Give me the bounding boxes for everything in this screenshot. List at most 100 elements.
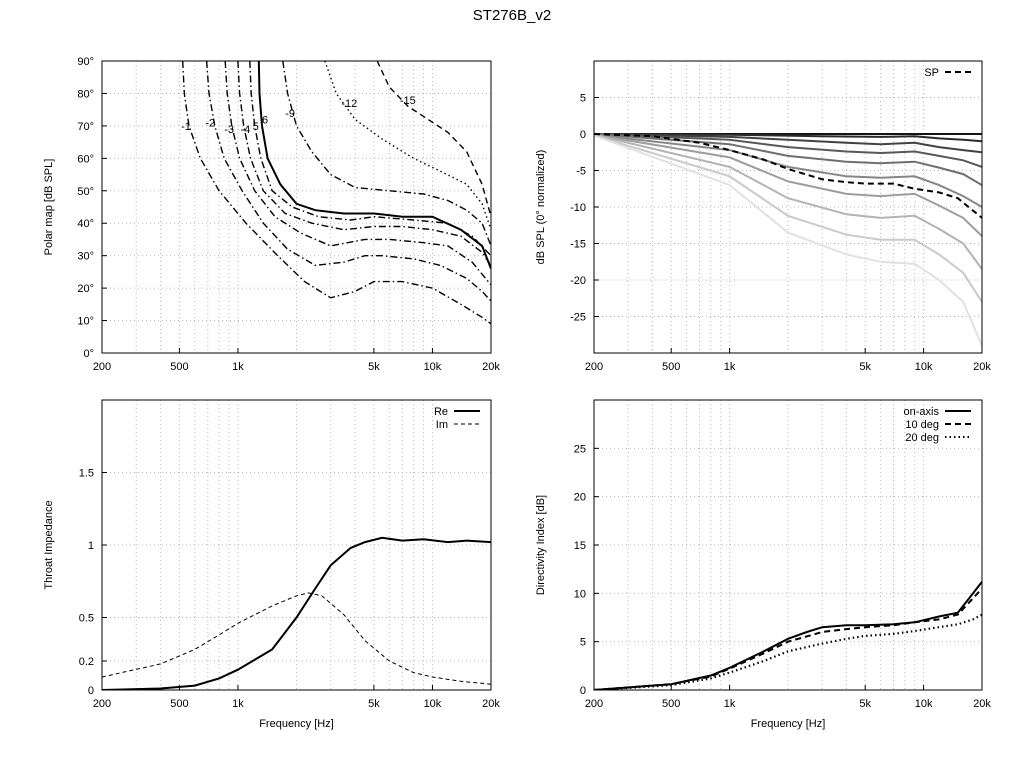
x-axis-label: Frequency [Hz] <box>751 718 826 730</box>
legend-label: SP <box>924 67 939 79</box>
contour-label: -12 <box>341 98 357 110</box>
angle-curve-70deg <box>594 133 982 270</box>
angle-curve-50deg <box>594 133 982 208</box>
contour-label: -9 <box>285 108 295 120</box>
x-tick-label: 5k <box>368 361 380 373</box>
y-tick-label: 0 <box>580 685 586 697</box>
y-tick-label: 0 <box>88 685 94 697</box>
y-axis-label: Directivity Index [dB] <box>535 495 547 595</box>
x-tick-label: 500 <box>170 698 188 710</box>
angle-curve-90deg <box>594 134 982 347</box>
y-axis-label: dB SPL (0° normalized) <box>535 150 547 265</box>
series-on-axis <box>594 581 982 690</box>
plot-area <box>182 61 491 325</box>
series-20-deg <box>594 613 982 690</box>
x-tick-label: 500 <box>170 361 188 373</box>
y-tick-label: 10° <box>77 316 94 328</box>
y-tick-label: 1.5 <box>79 468 94 480</box>
series--4 <box>237 61 491 266</box>
contour-label: -2 <box>205 118 215 130</box>
angle-curve-40deg <box>594 133 982 186</box>
y-tick-label: 60° <box>77 153 94 165</box>
x-tick-label: 20k <box>973 361 991 373</box>
y-tick-label: 0.5 <box>79 613 94 625</box>
legend-label: 10 deg <box>905 419 939 431</box>
x-tick-label: 5k <box>859 698 871 710</box>
y-tick-label: 70° <box>77 121 94 133</box>
x-tick-label: 1k <box>232 698 244 710</box>
plot-area <box>594 133 982 347</box>
panel-throat_impedance: 200 500 1k 5k 10k 20k 0 0.2 0.5 1 1.5 Throat Impeda… <box>43 399 500 730</box>
y-tick-label: 30° <box>77 251 94 263</box>
x-tick-label: 20k <box>482 361 500 373</box>
plot-area <box>102 536 491 690</box>
y-axis-label: Polar map [dB SPL] <box>43 159 55 256</box>
x-tick-label: 10k <box>424 361 442 373</box>
plot-frame <box>593 399 983 691</box>
angle-curve-10deg <box>594 133 982 143</box>
x-tick-label: 10k <box>915 361 933 373</box>
y-tick-label: 5 <box>580 93 586 105</box>
legend-label: on-axis <box>904 406 940 418</box>
y-axis-label: Throat Impedance <box>43 500 55 589</box>
y-tick-label: 15 <box>574 540 586 552</box>
series-Im <box>102 592 491 685</box>
y-tick-label: 25 <box>574 443 586 455</box>
series--15 <box>376 61 491 217</box>
plot-frame <box>101 60 492 354</box>
series-SP <box>594 133 982 219</box>
plot-area <box>594 581 982 690</box>
chart-panels: 200 500 1k 5k 10k 20k0°10°20°30°40°50°60°70°8… <box>43 56 991 730</box>
x-tick-label: 10k <box>424 698 442 710</box>
y-tick-label: -20 <box>570 275 586 287</box>
x-tick-label: 10k <box>915 698 933 710</box>
contour-label: -15 <box>400 95 416 107</box>
series--3 <box>224 61 491 286</box>
figure-title: ST276B_v2 <box>473 7 551 24</box>
y-tick-label: 40° <box>77 218 94 230</box>
y-tick-label: 0.2 <box>79 656 94 668</box>
angle-curve-20deg <box>594 133 982 154</box>
x-axis-label: Frequency [Hz] <box>259 718 334 730</box>
y-tick-label: 0° <box>83 348 94 360</box>
y-tick-label: -15 <box>570 239 586 251</box>
y-tick-label: 50° <box>77 186 94 198</box>
panel-polar_map: 200 500 1k 5k 10k 20k 0° 10° 20° 30° 40° 50° 60° 70° 8… <box>43 56 500 373</box>
x-tick-label: 500 <box>662 361 680 373</box>
x-tick-label: 500 <box>662 698 680 710</box>
series--2 <box>205 61 491 302</box>
x-tick-label: 20k <box>482 698 500 710</box>
x-tick-label: 200 <box>585 361 603 373</box>
panel-normalized_spl: 200 500 1k 5k 10k 20k 5 0 -5 -10 -15 -20 -25 dB SPL (… <box>535 60 991 373</box>
legend-label: Im <box>436 419 448 431</box>
series--12 <box>324 61 491 230</box>
y-tick-label: 1 <box>88 540 94 552</box>
y-tick-label: 90° <box>77 56 94 68</box>
series-10-deg <box>594 587 982 690</box>
y-tick-label: -10 <box>570 202 586 214</box>
contour-label: 5 <box>253 121 259 133</box>
angle-curve-60deg <box>594 133 982 237</box>
y-tick-label: 80° <box>77 88 94 100</box>
y-tick-label: 5 <box>580 637 586 649</box>
panel-directivity_index: 200 500 1k 5k 10k 20k 0 5 10 15 20 25 Directivity In… <box>535 399 991 730</box>
series-Re <box>102 536 491 690</box>
x-tick-label: 5k <box>368 698 380 710</box>
x-tick-label: 5k <box>859 361 871 373</box>
series--1 <box>182 61 491 325</box>
contour-label: -4 <box>240 124 250 136</box>
series--9 <box>282 61 491 247</box>
angle-curve-30deg <box>594 133 982 168</box>
contour-label: -3 <box>224 124 234 136</box>
y-tick-label: 10 <box>574 588 586 600</box>
contour-label: 6 <box>262 114 268 126</box>
legend-label: 20 deg <box>905 432 939 444</box>
contour-label: -1 <box>181 121 191 133</box>
series--6 <box>257 61 491 269</box>
plot-frame <box>593 60 983 354</box>
y-tick-label: 20° <box>77 283 94 295</box>
x-tick-label: 1k <box>724 698 736 710</box>
x-tick-label: 200 <box>585 698 603 710</box>
